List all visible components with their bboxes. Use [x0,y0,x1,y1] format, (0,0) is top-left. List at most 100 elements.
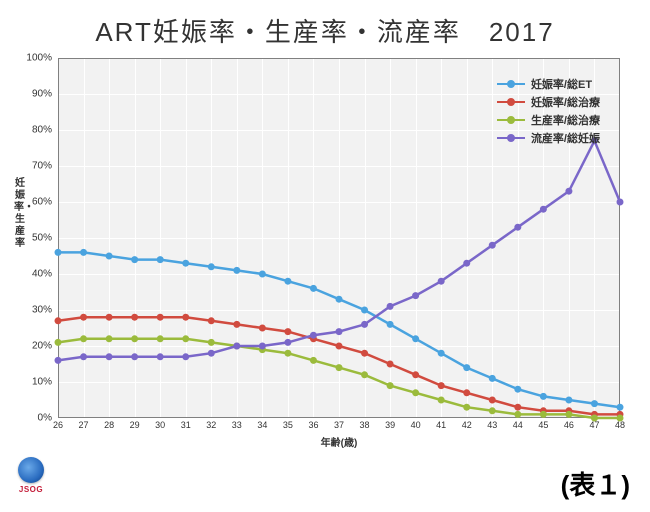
jsog-logo: JSOG [18,457,44,494]
series-marker [208,350,215,357]
series-marker [310,332,317,339]
series-marker [284,328,291,335]
series-marker [106,314,113,321]
x-tick-label: 39 [385,420,395,430]
table-caption: (表１) [561,465,630,502]
series-marker [182,353,189,360]
y-tick-label: 60% [18,197,52,208]
chart-title: ART妊娠率・生産率・流産率 2017 [0,0,650,53]
series-marker [208,317,215,324]
x-tick-label: 44 [513,420,523,430]
series-marker [361,371,368,378]
series-marker [540,411,547,418]
series-marker [336,343,343,350]
series-marker [412,292,419,299]
series-marker [233,343,240,350]
chart-area: 妊娠率/総ET妊娠率/総治療生産率/総治療流産率/総妊娠 妊娠率・生産率 年齢(… [58,58,620,418]
legend-item: 妊娠率/総治療 [497,94,600,110]
x-tick-label: 46 [564,420,574,430]
series-marker [182,335,189,342]
y-tick-label: 0% [18,413,52,424]
series-marker [284,350,291,357]
x-tick-label: 41 [436,420,446,430]
series-marker [514,386,521,393]
x-tick-label: 40 [411,420,421,430]
series-marker [463,389,470,396]
series-marker [387,321,394,328]
x-tick-label: 31 [181,420,191,430]
series-marker [336,296,343,303]
series-marker [540,393,547,400]
series-marker [55,339,62,346]
series-marker [514,411,521,418]
legend-swatch [497,101,525,103]
series-marker [438,350,445,357]
series-marker [157,335,164,342]
series-marker [412,371,419,378]
legend-item: 妊娠率/総ET [497,76,600,92]
series-marker [55,249,62,256]
series-marker [489,407,496,414]
series-marker [336,328,343,335]
series-marker [106,253,113,260]
legend-label: 生産率/総治療 [531,112,600,128]
legend-marker-icon [507,98,515,106]
legend-swatch [497,137,525,139]
series-marker [617,404,624,411]
series-marker [565,188,572,195]
series-marker [463,260,470,267]
series-marker [284,278,291,285]
series-marker [80,249,87,256]
series-marker [310,285,317,292]
series-marker [463,404,470,411]
series-marker [157,256,164,263]
x-tick-label: 26 [53,420,63,430]
legend-item: 流産率/総妊娠 [497,130,600,146]
y-tick-label: 70% [18,161,52,172]
x-tick-label: 29 [130,420,140,430]
series-marker [463,364,470,371]
legend-marker-icon [507,80,515,88]
series-marker [157,353,164,360]
legend-label: 流産率/総妊娠 [531,130,600,146]
series-marker [80,314,87,321]
y-tick-label: 20% [18,341,52,352]
series-marker [233,267,240,274]
series-marker [438,397,445,404]
x-tick-label: 48 [615,420,625,430]
series-marker [284,339,291,346]
series-marker [565,411,572,418]
series-marker [55,317,62,324]
series-marker [259,325,266,332]
legend-marker-icon [507,116,515,124]
series-marker [591,400,598,407]
series-marker [208,339,215,346]
series-marker [361,350,368,357]
logo-globe-icon [18,457,44,483]
legend-item: 生産率/総治療 [497,112,600,128]
series-marker [55,357,62,364]
series-marker [387,382,394,389]
series-marker [157,314,164,321]
y-tick-label: 80% [18,125,52,136]
x-tick-label: 42 [462,420,472,430]
x-tick-label: 47 [589,420,599,430]
x-tick-label: 28 [104,420,114,430]
series-marker [412,335,419,342]
x-tick-label: 35 [283,420,293,430]
series-marker [259,271,266,278]
x-tick-label: 36 [308,420,318,430]
series-marker [106,353,113,360]
series-marker [540,206,547,213]
series-marker [489,375,496,382]
series-marker [387,303,394,310]
x-tick-label: 43 [487,420,497,430]
y-tick-label: 90% [18,89,52,100]
series-marker [514,404,521,411]
series-marker [106,335,113,342]
series-line [58,339,620,418]
series-marker [80,353,87,360]
y-tick-label: 50% [18,233,52,244]
series-marker [131,256,138,263]
y-tick-label: 10% [18,377,52,388]
